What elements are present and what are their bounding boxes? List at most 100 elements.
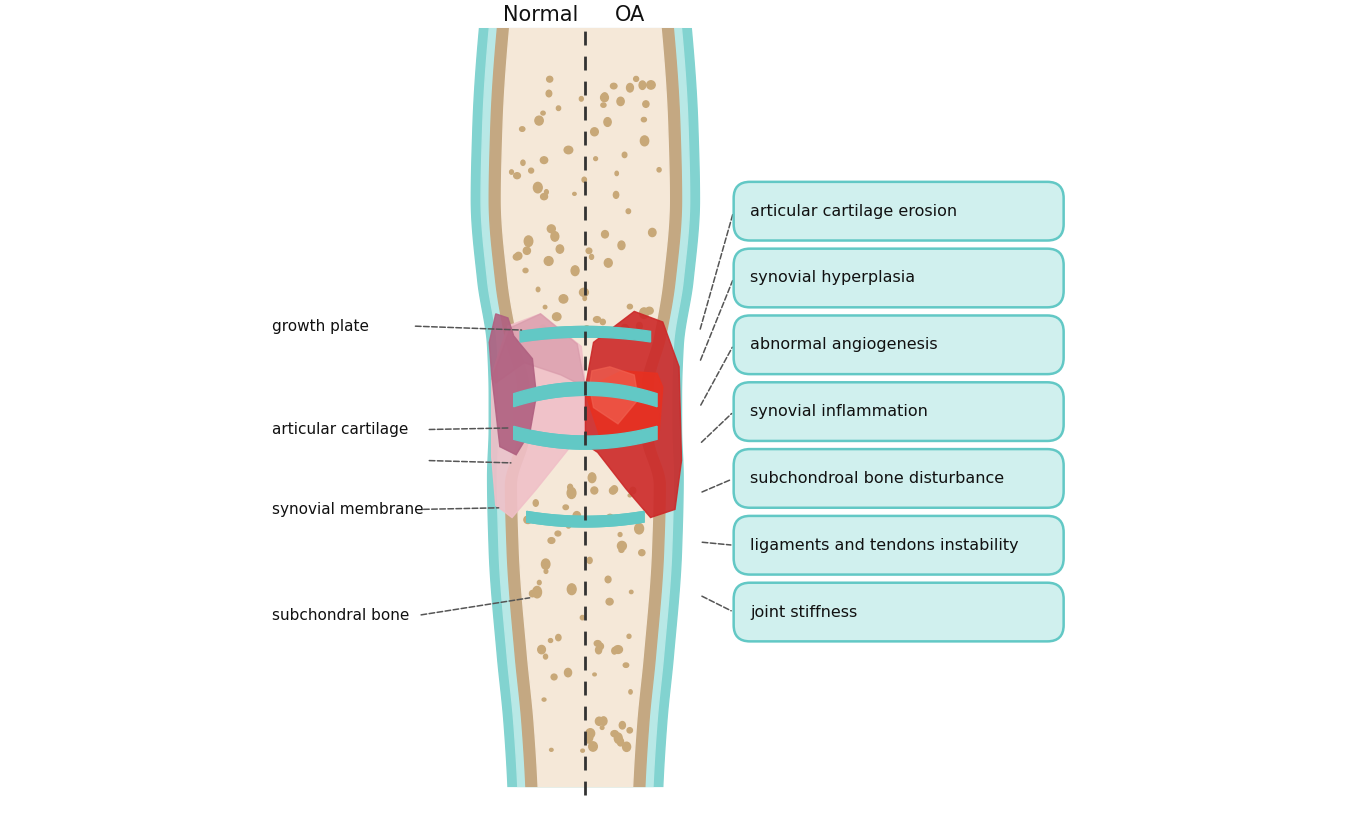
Polygon shape — [481, 29, 690, 786]
FancyBboxPatch shape — [733, 449, 1064, 508]
Text: subchondroal bone disturbance: subchondroal bone disturbance — [751, 471, 1004, 486]
Ellipse shape — [629, 590, 633, 594]
Ellipse shape — [585, 736, 591, 743]
Ellipse shape — [529, 590, 536, 597]
Text: synovial inflammation: synovial inflammation — [751, 404, 927, 419]
Ellipse shape — [605, 259, 612, 267]
Ellipse shape — [580, 615, 585, 620]
Ellipse shape — [524, 236, 533, 247]
Ellipse shape — [567, 584, 576, 595]
Text: subchondral bone: subchondral bone — [271, 608, 409, 622]
Ellipse shape — [624, 663, 629, 667]
Polygon shape — [520, 327, 651, 342]
FancyBboxPatch shape — [733, 382, 1064, 441]
Text: growth plate: growth plate — [271, 319, 369, 333]
Polygon shape — [514, 396, 657, 436]
Ellipse shape — [633, 76, 639, 81]
Ellipse shape — [595, 646, 602, 654]
Polygon shape — [526, 511, 644, 527]
Ellipse shape — [564, 668, 571, 676]
Ellipse shape — [567, 487, 576, 499]
Ellipse shape — [537, 581, 541, 585]
FancyBboxPatch shape — [733, 182, 1064, 241]
Ellipse shape — [572, 512, 580, 520]
Ellipse shape — [620, 548, 624, 552]
Text: synovial membrane: synovial membrane — [271, 502, 424, 517]
Ellipse shape — [590, 255, 594, 260]
Ellipse shape — [541, 111, 545, 115]
Ellipse shape — [612, 648, 617, 654]
Ellipse shape — [594, 156, 598, 161]
Ellipse shape — [520, 127, 525, 131]
Ellipse shape — [601, 93, 609, 102]
Ellipse shape — [593, 673, 597, 676]
Ellipse shape — [595, 717, 603, 726]
Polygon shape — [586, 371, 663, 441]
Polygon shape — [471, 29, 699, 786]
Ellipse shape — [533, 500, 539, 506]
FancyBboxPatch shape — [733, 249, 1064, 307]
Ellipse shape — [544, 190, 548, 194]
Ellipse shape — [536, 287, 540, 292]
Ellipse shape — [626, 727, 632, 733]
Ellipse shape — [613, 192, 618, 198]
Polygon shape — [586, 311, 682, 518]
Polygon shape — [501, 29, 670, 786]
Polygon shape — [491, 314, 586, 387]
Ellipse shape — [540, 325, 547, 333]
Polygon shape — [514, 426, 657, 449]
Ellipse shape — [640, 136, 649, 146]
Ellipse shape — [598, 643, 603, 649]
Ellipse shape — [544, 654, 548, 659]
Ellipse shape — [637, 323, 643, 330]
Ellipse shape — [580, 749, 585, 752]
Ellipse shape — [602, 231, 609, 238]
Ellipse shape — [591, 487, 598, 494]
Polygon shape — [590, 367, 639, 424]
Ellipse shape — [559, 295, 568, 303]
Ellipse shape — [541, 559, 549, 569]
Ellipse shape — [516, 252, 522, 260]
Ellipse shape — [548, 639, 552, 642]
Ellipse shape — [544, 256, 554, 265]
Ellipse shape — [509, 170, 513, 174]
Ellipse shape — [612, 731, 618, 737]
Ellipse shape — [586, 729, 594, 738]
Ellipse shape — [634, 523, 644, 534]
Ellipse shape — [513, 254, 520, 260]
Ellipse shape — [579, 288, 589, 296]
Polygon shape — [520, 327, 651, 342]
Ellipse shape — [540, 193, 548, 200]
Ellipse shape — [540, 156, 548, 164]
Ellipse shape — [601, 717, 608, 726]
FancyBboxPatch shape — [733, 315, 1064, 374]
Ellipse shape — [617, 97, 624, 106]
Ellipse shape — [618, 241, 625, 250]
Ellipse shape — [601, 319, 605, 324]
Text: Normal: Normal — [504, 5, 578, 25]
Ellipse shape — [622, 742, 630, 751]
Text: OA: OA — [616, 5, 645, 25]
Ellipse shape — [589, 473, 595, 482]
Ellipse shape — [556, 635, 562, 640]
Ellipse shape — [629, 690, 632, 694]
Ellipse shape — [612, 486, 617, 493]
Ellipse shape — [617, 738, 624, 746]
Ellipse shape — [579, 97, 583, 101]
Ellipse shape — [616, 171, 618, 175]
Ellipse shape — [514, 173, 520, 179]
Polygon shape — [491, 314, 586, 518]
Ellipse shape — [601, 103, 606, 107]
Ellipse shape — [643, 101, 649, 107]
Ellipse shape — [548, 537, 555, 543]
Ellipse shape — [628, 494, 632, 497]
Ellipse shape — [582, 177, 586, 183]
Ellipse shape — [618, 532, 622, 536]
FancyBboxPatch shape — [733, 516, 1064, 575]
Ellipse shape — [524, 247, 531, 255]
Ellipse shape — [648, 229, 656, 237]
Ellipse shape — [589, 742, 597, 751]
Ellipse shape — [626, 84, 633, 92]
Ellipse shape — [563, 505, 568, 509]
Ellipse shape — [587, 558, 593, 563]
